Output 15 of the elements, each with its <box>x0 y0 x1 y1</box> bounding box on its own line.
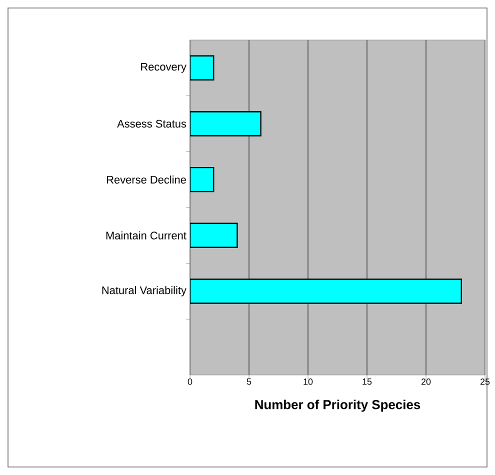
bar <box>190 222 238 248</box>
y-tick-label: Recovery <box>141 63 186 73</box>
x-tick-label: 10 <box>304 378 313 385</box>
x-tick-label: 5 <box>246 378 252 385</box>
x-tick-label: 15 <box>362 378 372 385</box>
x-tick-label: 25 <box>480 378 490 385</box>
y-tick-label: Assess Status <box>117 120 186 128</box>
bar <box>190 55 214 81</box>
y-tick-label: Natural Variability <box>102 286 186 296</box>
bar <box>190 166 214 192</box>
x-tick-label: 20 <box>421 378 431 385</box>
y-tick-label: Maintain Current <box>106 231 186 240</box>
y-tick-label: Reverse Decline <box>106 176 186 184</box>
x-tick-label: 0 <box>188 378 192 385</box>
x-axis-title: Number of Priority Species <box>255 400 420 412</box>
